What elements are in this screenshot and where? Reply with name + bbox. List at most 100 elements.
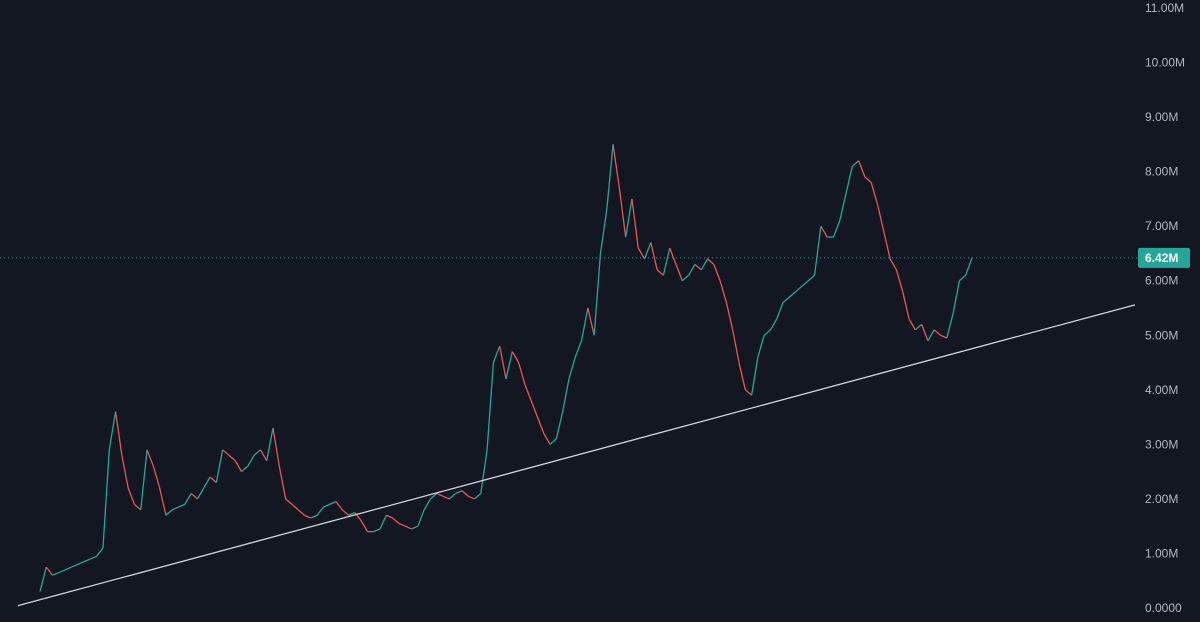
series-segment xyxy=(140,449,148,510)
series-segment xyxy=(543,433,551,445)
series-segment xyxy=(96,547,104,557)
series-segment xyxy=(71,563,79,568)
series-segment xyxy=(83,558,91,563)
series-segment xyxy=(864,176,872,184)
series-segment xyxy=(323,503,330,508)
series-segment xyxy=(228,454,236,462)
series-segment xyxy=(820,225,828,238)
series-segment xyxy=(430,492,438,500)
price-series xyxy=(39,144,973,592)
series-segment xyxy=(562,378,570,412)
series-segment xyxy=(876,204,885,232)
series-segment xyxy=(241,465,249,473)
series-segment xyxy=(549,438,557,445)
series-segment xyxy=(215,449,224,483)
series-segment xyxy=(769,318,778,331)
series-segment xyxy=(662,247,671,276)
series-segment xyxy=(442,495,450,500)
series-segment xyxy=(474,492,482,500)
series-segment xyxy=(310,514,318,519)
series-segment xyxy=(568,356,576,380)
series-segment xyxy=(788,291,797,298)
series-segment xyxy=(650,242,658,270)
series-segment xyxy=(694,263,702,271)
series-segment xyxy=(587,307,595,336)
y-tick-label: 4.00M xyxy=(1145,383,1178,397)
last-price-badge: 6.42M xyxy=(1138,247,1190,268)
series-segment xyxy=(234,460,243,472)
y-tick-label: 11.00M xyxy=(1145,1,1184,15)
series-segment xyxy=(782,296,790,304)
series-segment xyxy=(127,487,136,505)
series-segment xyxy=(839,193,847,221)
series-segment xyxy=(675,264,683,281)
series-segment xyxy=(335,501,343,511)
series-segment xyxy=(354,512,362,522)
series-segment xyxy=(190,492,198,500)
series-segment xyxy=(404,525,412,530)
series-segment xyxy=(171,506,179,511)
series-segment xyxy=(392,517,400,524)
series-segment xyxy=(259,449,268,462)
series-segment xyxy=(530,400,539,418)
y-tick-label: 10.00M xyxy=(1145,56,1185,70)
series-segment xyxy=(455,490,463,495)
series-segment xyxy=(52,571,60,576)
series-segment xyxy=(958,274,967,282)
series-segment xyxy=(933,329,941,336)
series-segment xyxy=(379,515,387,530)
series-segment xyxy=(492,345,501,363)
series-segment xyxy=(946,313,954,339)
series-segment xyxy=(348,511,356,516)
series-segment xyxy=(940,334,948,339)
series-segment xyxy=(914,323,923,331)
series-segment xyxy=(870,182,879,205)
series-segment xyxy=(952,280,961,314)
series-segment xyxy=(511,351,520,363)
series-segment xyxy=(902,291,910,320)
series-segment xyxy=(618,187,627,238)
y-tick-label: 2.00M xyxy=(1145,492,1178,506)
series-segment xyxy=(134,503,142,511)
series-segment xyxy=(196,487,205,500)
series-segment xyxy=(222,449,230,456)
series-segment xyxy=(517,362,526,385)
series-segment xyxy=(669,247,677,265)
trendline-layer[interactable] xyxy=(17,304,1136,607)
series-segment xyxy=(108,411,117,450)
series-segment xyxy=(580,307,589,341)
series-segment xyxy=(247,454,255,467)
series-segment xyxy=(486,362,495,450)
series-segment xyxy=(719,280,728,303)
series-segment xyxy=(625,198,633,238)
series-segment xyxy=(360,520,369,532)
series-segment xyxy=(461,490,469,497)
series-segment xyxy=(921,324,929,341)
series-segment xyxy=(555,411,564,440)
series-segment xyxy=(423,498,431,511)
series-segment xyxy=(209,476,217,484)
series-segment xyxy=(832,220,841,238)
series-segment xyxy=(738,362,746,390)
series-segment xyxy=(593,253,602,336)
series-segment xyxy=(845,166,853,194)
series-segment xyxy=(448,492,457,500)
series-segment xyxy=(713,264,721,281)
series-segment xyxy=(763,329,771,336)
series-segment xyxy=(304,514,312,519)
support-trendline[interactable] xyxy=(17,304,1136,607)
series-segment xyxy=(732,329,740,363)
last-price-badge-bg xyxy=(1138,247,1190,268)
series-segment xyxy=(889,258,897,271)
series-segment xyxy=(436,492,444,497)
y-tick-label: 8.00M xyxy=(1145,165,1178,179)
series-segment xyxy=(612,144,620,189)
series-segment xyxy=(178,503,186,508)
series-segment xyxy=(499,346,507,380)
series-segment xyxy=(895,269,904,292)
series-segment xyxy=(373,528,381,533)
series-segment xyxy=(700,258,709,271)
series-segment xyxy=(574,340,583,358)
series-segment xyxy=(184,493,192,505)
